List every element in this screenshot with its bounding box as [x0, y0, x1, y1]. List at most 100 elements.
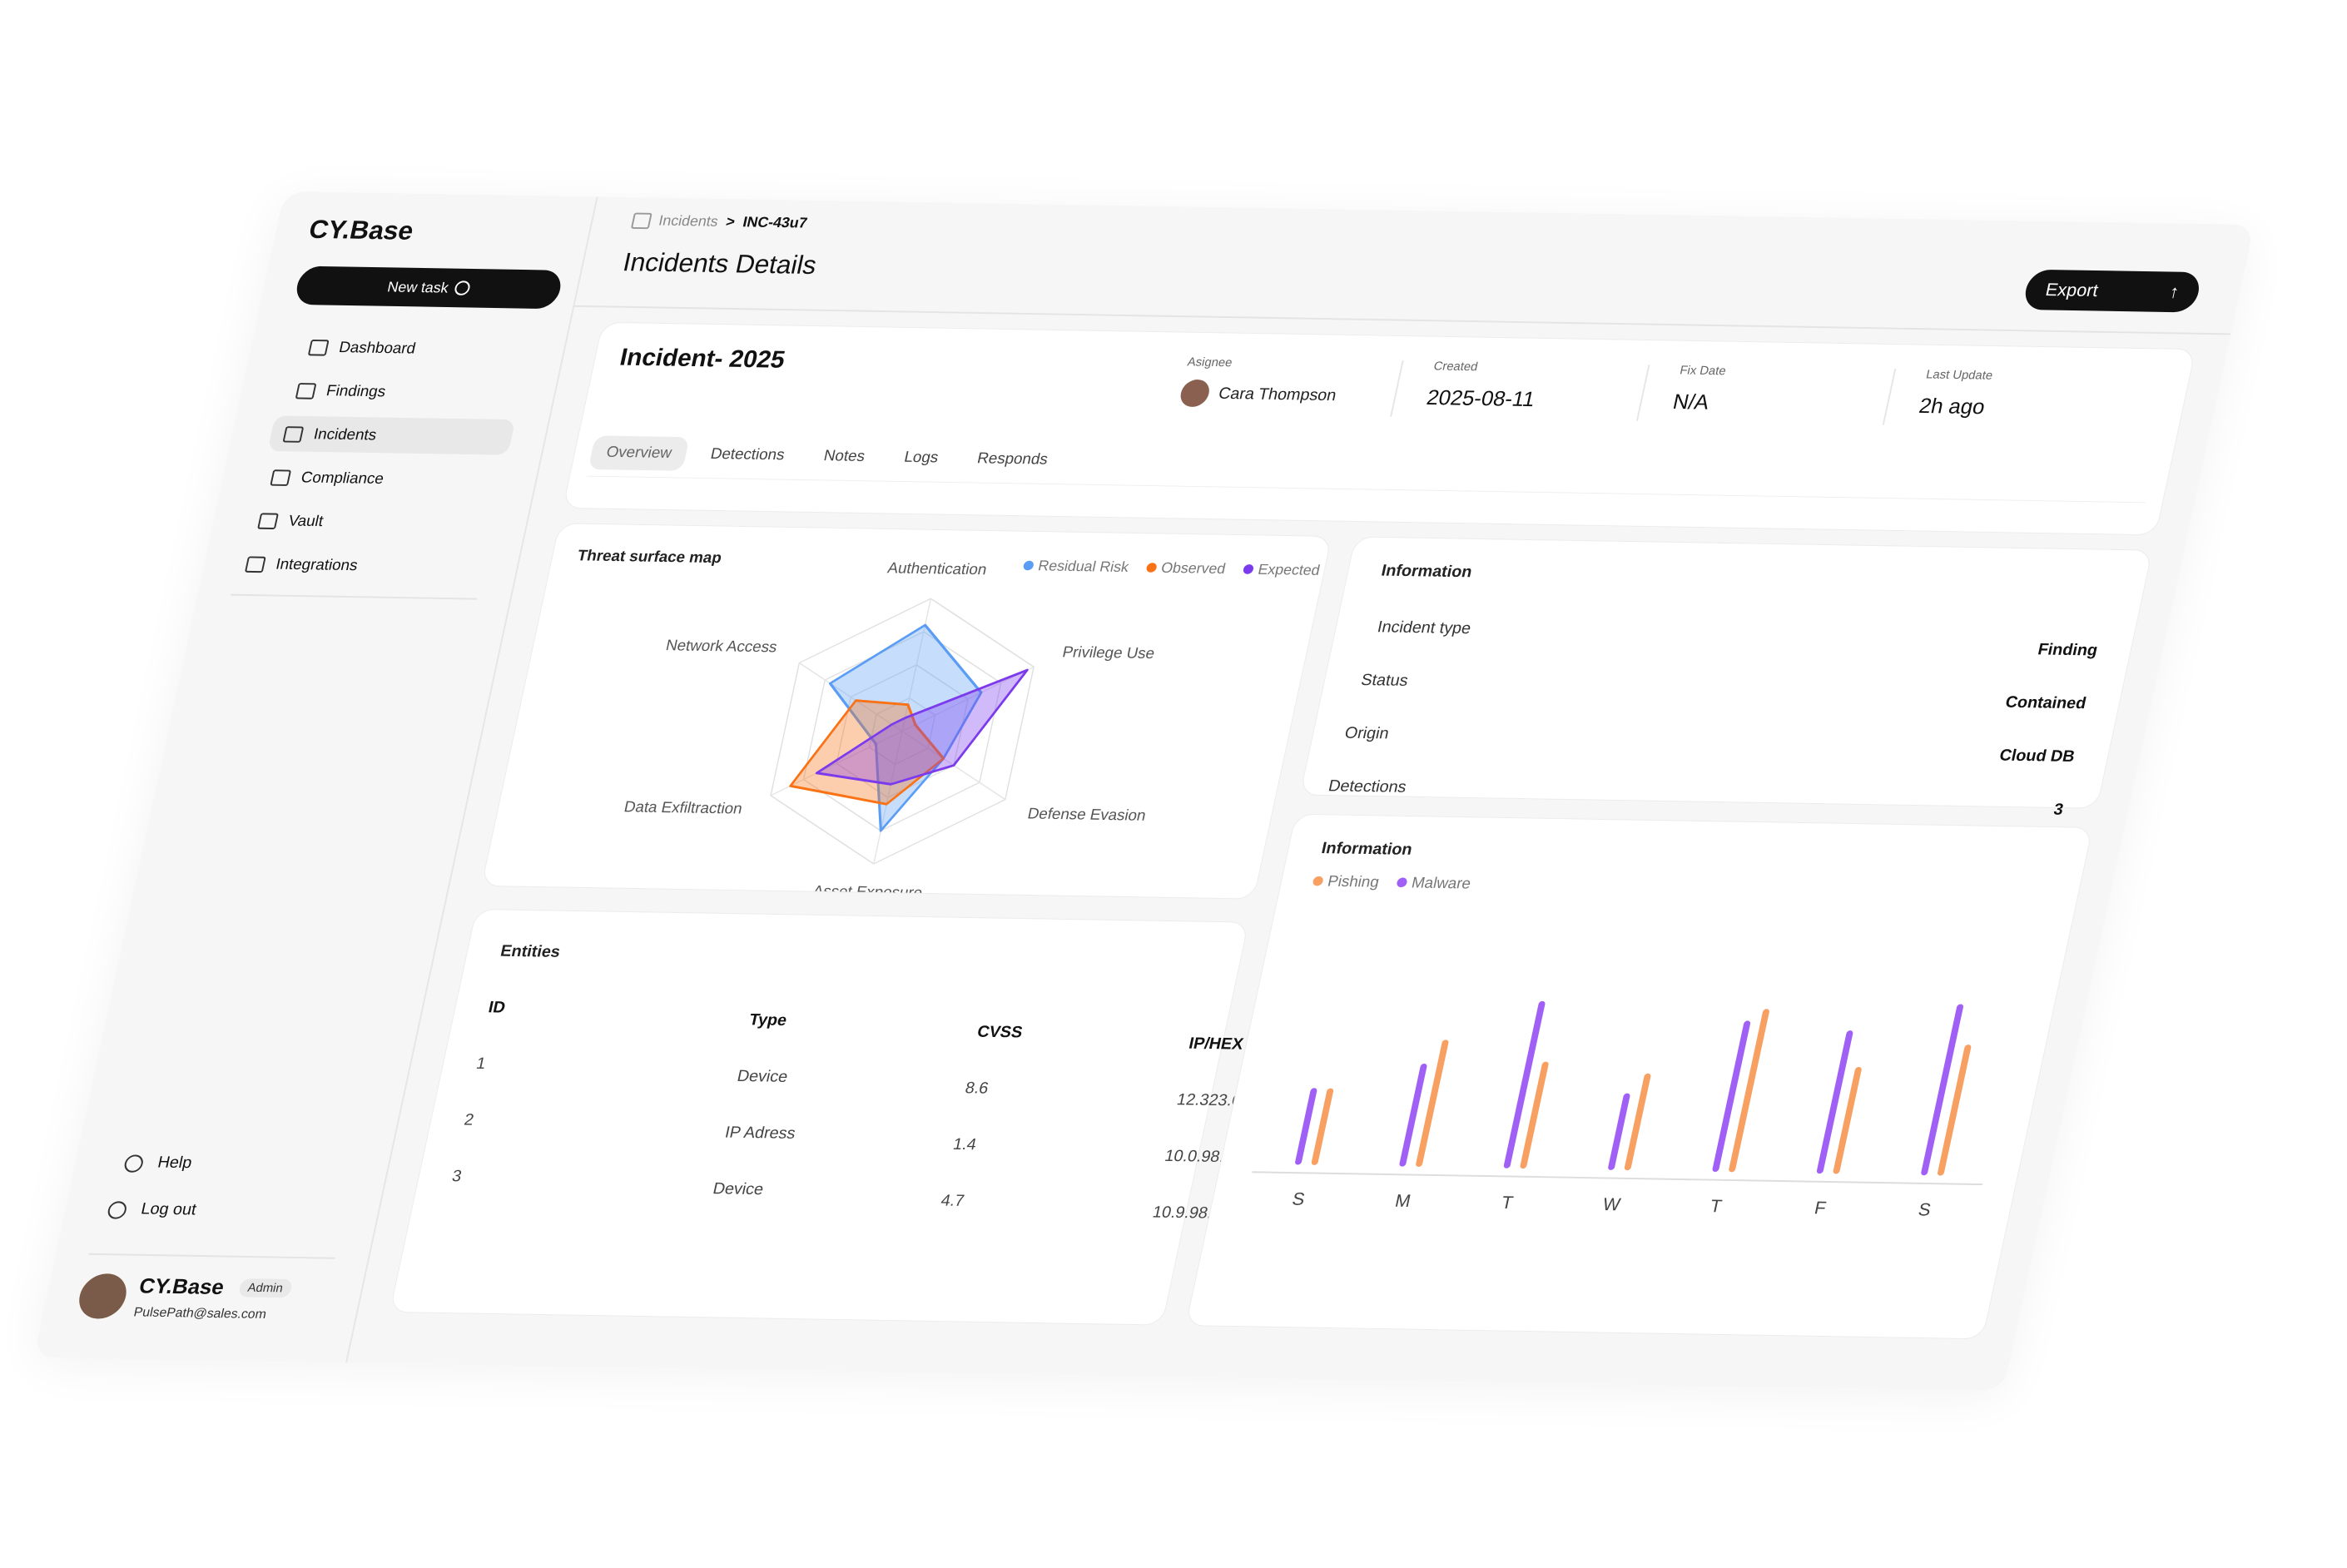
user-name: CY.Base: [136, 1273, 227, 1299]
legend-label: Malware: [1410, 874, 1472, 892]
field-label: Created: [1432, 359, 1480, 375]
table-cell: 3: [450, 1167, 464, 1186]
breadcrumb: Incidents > INC-43u7: [630, 212, 809, 232]
user-avatar: [75, 1273, 131, 1319]
bar: [1921, 1004, 1963, 1176]
sidebar-footer: [285, 191, 597, 196]
bar: [1938, 1045, 1972, 1176]
nav-icon: [270, 469, 292, 486]
radar-spoke: [901, 598, 932, 732]
table-header: IP/HEX: [1187, 1035, 1245, 1054]
tab[interactable]: Logs: [902, 449, 940, 467]
user-email: PulsePath@sales.com: [132, 1305, 268, 1322]
home-icon: [630, 212, 652, 229]
legend-dot: [1146, 563, 1157, 573]
button-label: New task: [385, 278, 450, 295]
tab[interactable]: Detections: [708, 445, 786, 464]
info-label: Origin: [1342, 724, 1391, 743]
table-cell: Device: [735, 1067, 790, 1086]
dashboard: CY.Base New task CY.Base Admin PulsePath…: [33, 191, 2255, 1391]
bar: [1816, 1030, 1853, 1174]
legend-label: Observed: [1159, 559, 1227, 577]
bar: [1729, 1009, 1769, 1173]
breadcrumb-item[interactable]: Incidents: [657, 212, 720, 230]
radar-area: [789, 699, 945, 806]
table-cell: 4.7: [939, 1192, 966, 1210]
bar: [1311, 1088, 1334, 1165]
table-cell: Device: [711, 1179, 766, 1198]
brand: CY.Base: [306, 214, 417, 246]
field-separator: [1882, 369, 1897, 425]
info-value: Contained: [2003, 693, 2088, 713]
field-value[interactable]: Cara Thompson: [1217, 385, 1338, 404]
info-value: Finding: [2036, 640, 2100, 660]
breadcrumb-separator: >: [724, 213, 737, 230]
new-task-button[interactable]: New task: [293, 265, 564, 310]
bar: [1520, 1061, 1549, 1169]
user-role: Admin: [237, 1278, 294, 1298]
legend-label: Expected: [1257, 561, 1322, 578]
table-header: CVSS: [975, 1023, 1025, 1042]
x-tick-label: T: [1709, 1196, 1724, 1217]
x-tick-label: F: [1813, 1198, 1828, 1218]
field-label: Asignee: [1186, 355, 1234, 370]
plus-icon: [453, 280, 472, 295]
footer-link[interactable]: Help: [156, 1154, 194, 1172]
tab[interactable]: Overview: [588, 435, 690, 471]
legend-dot: [1312, 876, 1323, 886]
nav-label: Vault: [286, 512, 325, 530]
field-value: 2h ago: [1917, 393, 1987, 419]
breadcrumb-current: INC-43u7: [741, 213, 809, 231]
axis-label: Authentication: [886, 559, 989, 578]
legend-label: Pishing: [1326, 872, 1381, 891]
x-tick-label: M: [1393, 1190, 1412, 1211]
bar: [1833, 1066, 1862, 1174]
incident-title: Incident- 2025: [617, 344, 788, 374]
table-cell: 1.4: [951, 1135, 979, 1154]
nav-icon: [307, 339, 330, 356]
nav: [285, 191, 597, 196]
radar-spoke: [873, 731, 903, 864]
nav-label: Findings: [325, 382, 388, 401]
nav-label: Incidents: [311, 425, 379, 444]
radar-spoke: [901, 666, 1035, 732]
radar-area: [828, 623, 983, 832]
bar: [1503, 1000, 1546, 1169]
nav-item[interactable]: Compliance: [255, 459, 506, 498]
nav-item[interactable]: Dashboard: [293, 329, 534, 368]
info-label: Detections: [1327, 777, 1408, 796]
nav-icon: [282, 426, 305, 443]
legend-dot: [1397, 877, 1407, 888]
x-tick-label: S: [1917, 1199, 1933, 1220]
bar: [1399, 1063, 1427, 1167]
page-title: Incidents Details: [620, 247, 820, 280]
tab[interactable]: Notes: [821, 447, 867, 465]
nav-icon: [257, 513, 279, 530]
export-button[interactable]: Export ↑: [2022, 269, 2203, 313]
footer-link[interactable]: Log out: [139, 1199, 198, 1219]
bar-card: Information Pishing Malware S M T W T F S: [1185, 813, 2093, 1340]
field-value: N/A: [1670, 389, 1712, 414]
nav-item[interactable]: Findings: [280, 372, 525, 411]
radar-chart: Threat surface map Residual Risk Observed E…: [576, 547, 1322, 901]
nav-label: Integrations: [274, 556, 360, 575]
tab[interactable]: Responds: [975, 449, 1049, 469]
table-header: Type: [747, 1010, 789, 1030]
information-card: Information Incident type Finding Status Co…: [1299, 536, 2153, 819]
bar: [1712, 1020, 1751, 1172]
legend-label: Residual Risk: [1037, 558, 1131, 575]
card-title: Entities: [499, 942, 563, 961]
info-label: Status: [1359, 671, 1410, 690]
nav-item[interactable]: Vault: [242, 503, 497, 543]
radar-card: Threat surface map Residual Risk Observed E…: [480, 523, 1332, 901]
axis-label: Network Access: [664, 637, 779, 656]
info-label: Incident type: [1376, 618, 1473, 638]
nav-item[interactable]: Integrations: [230, 546, 488, 586]
field-separator: [1390, 360, 1404, 417]
nav-icon: [244, 556, 266, 573]
field-value: 2025-08-11: [1424, 385, 1538, 411]
chart-title: Information: [1320, 839, 1414, 858]
nav-icon: [295, 383, 317, 399]
nav-item[interactable]: Incidents: [267, 415, 516, 455]
assignee-avatar: [1178, 379, 1213, 408]
